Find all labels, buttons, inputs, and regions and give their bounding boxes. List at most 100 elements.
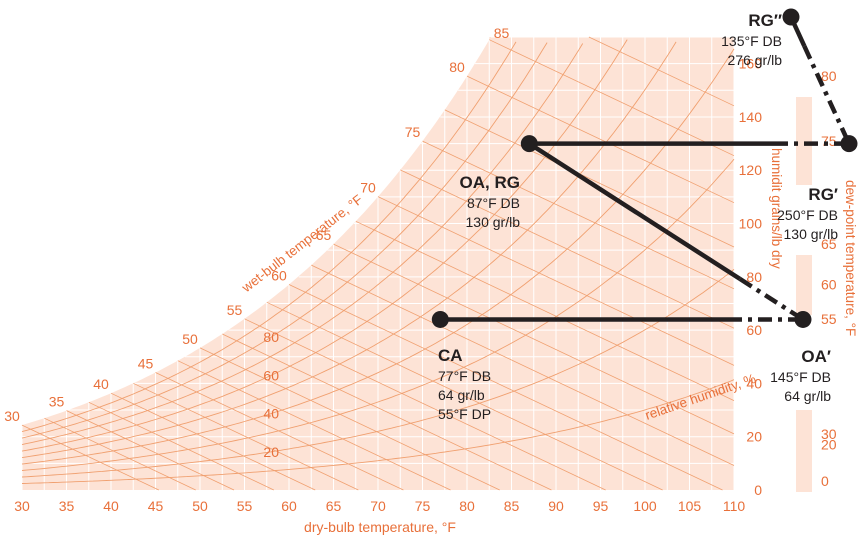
- wet-bulb-tick-label: 70: [360, 180, 376, 196]
- dew-point-tick-label: 75: [821, 133, 837, 149]
- wet-bulb-line: [244, 318, 606, 491]
- rh-curve: [21, 158, 735, 471]
- wet-bulb-line: [333, 243, 735, 435]
- state-point-value: 276 gr/lb: [728, 52, 783, 68]
- process-paths: [440, 16, 852, 322]
- wet-bulb-line: [311, 264, 735, 466]
- wet-bulb-line: [199, 347, 500, 491]
- x-tick-label: 85: [504, 498, 520, 514]
- dew-point-tick-label: 0: [821, 473, 829, 489]
- humidity-tick-label: 140: [739, 109, 763, 125]
- state-point-name: RG′: [808, 185, 838, 204]
- state-point-value: 64 gr/lb: [784, 388, 831, 404]
- state-point-marker: [520, 135, 538, 153]
- x-tick-label: 60: [281, 498, 297, 514]
- dew-point-tick-label: 30: [821, 426, 837, 442]
- dew-point-tick-label: 55: [821, 311, 837, 327]
- wet-bulb-line: [444, 109, 735, 248]
- state-point-value: 77°F DB: [438, 368, 491, 384]
- x-axis-ticks: 30 35 40 45 50 55 60 65 70 75 80 85 90 95 100 105 110: [14, 498, 745, 514]
- process-path-dashed: [738, 277, 805, 322]
- wet-bulb-tick-label: 60: [271, 268, 287, 284]
- humidity-tick-label: 80: [746, 269, 762, 285]
- x-tick-label: 40: [103, 498, 119, 514]
- humidity-ratio-ticks: 0 20 40 60 80 100 120 140 160: [739, 56, 763, 498]
- rh-curve: [21, 41, 677, 459]
- wet-bulb-tick-label: 50: [182, 331, 198, 347]
- state-point-value: 130 gr/lb: [784, 226, 839, 242]
- rh-tick-label: 20: [263, 444, 279, 460]
- state-point-name: RG″: [748, 11, 782, 30]
- rh-tick-label: 40: [263, 406, 279, 422]
- state-points: CA 77°F DB 64 gr/lb 55°F DP OA, RG 87°F DB 130…: [431, 8, 858, 422]
- wet-bulb-line: [355, 220, 735, 401]
- wet-bulb-line: [44, 417, 196, 491]
- humidity-tick-label: 0: [754, 482, 762, 498]
- state-point-marker: [840, 135, 858, 153]
- x-tick-label: 65: [326, 498, 342, 514]
- wet-bulb-ticks: 30 35 40 45 50 55 60 65 70 75 80 85: [4, 25, 509, 424]
- wet-bulb-lines: [21, 36, 735, 491]
- x-tick-label: 80: [459, 498, 475, 514]
- wet-bulb-tick-label: 45: [138, 356, 154, 372]
- wet-bulb-tick-label: 80: [449, 59, 465, 75]
- wet-bulb-tick-label: 35: [49, 394, 65, 410]
- dew-point-tick-label: 65: [821, 236, 837, 252]
- state-point-marker: [431, 310, 449, 328]
- x-tick-label: 55: [237, 498, 253, 514]
- rh-curve: [21, 43, 584, 446]
- dew-point-strip: [796, 410, 812, 492]
- rh-curve: [21, 42, 548, 439]
- wet-bulb-line: [266, 301, 663, 491]
- state-point-name: OA′: [801, 347, 831, 366]
- wet-bulb-tick-label: 65: [316, 227, 332, 243]
- x-tick-label: 50: [192, 498, 208, 514]
- wet-bulb-line: [133, 382, 359, 491]
- x-tick-label: 110: [723, 498, 746, 514]
- state-point-value: 55°F DP: [438, 406, 491, 422]
- rh-tick-label: 60: [263, 367, 279, 383]
- wet-bulb-line: [466, 75, 735, 204]
- x-axis-label: dry-bulb temperature, °F: [304, 519, 456, 535]
- wet-bulb-tick-label: 55: [227, 302, 243, 318]
- wet-bulb-line: [66, 410, 235, 491]
- state-point-name: CA: [438, 346, 463, 365]
- state-point-value: 250°F DB: [777, 207, 838, 223]
- state-point-name: OA, RG: [460, 173, 520, 192]
- dew-point-tick-label: 20: [821, 437, 837, 453]
- x-tick-label: 30: [14, 498, 30, 514]
- state-point-value: 87°F DB: [467, 195, 520, 211]
- wet-bulb-line: [588, 36, 735, 107]
- wet-bulb-line: [21, 424, 159, 491]
- wet-bulb-tick-label: 30: [4, 408, 20, 424]
- wet-bulb-tick-label: 75: [405, 124, 421, 140]
- rh-curve: [21, 379, 735, 484]
- humidity-ratio-axis-label: humidit grains/lb dry: [769, 148, 784, 269]
- x-tick-label: 45: [148, 498, 164, 514]
- dew-point-axis-label: dew-point temperature, °F: [843, 180, 858, 336]
- state-point-value: 145°F DB: [770, 369, 831, 385]
- process-path-solid: [528, 141, 742, 281]
- wet-bulb-line: [400, 169, 735, 329]
- wet-bulb-tick-label: 40: [93, 376, 109, 392]
- humidity-tick-label: 20: [746, 429, 762, 445]
- x-tick-label: 105: [678, 498, 702, 514]
- rh-curve: [21, 39, 628, 452]
- humidity-tick-label: 160: [739, 56, 763, 72]
- humidity-tick-label: 40: [746, 375, 762, 391]
- rh-tick-label: 80: [263, 329, 279, 345]
- x-tick-label: 35: [59, 498, 75, 514]
- dew-point-strip: [796, 255, 812, 315]
- process-path-dashed: [802, 45, 852, 145]
- dew-point-tick-label: 60: [821, 277, 837, 293]
- x-tick-label: 100: [633, 498, 657, 514]
- wet-bulb-line: [155, 372, 404, 491]
- state-point-marker: [794, 310, 812, 328]
- x-tick-label: 75: [415, 498, 431, 514]
- dew-point-tick-label: 80: [821, 68, 837, 84]
- rh-curve: [21, 269, 735, 478]
- rh-curve: [21, 41, 517, 433]
- state-point-value: 135°F DB: [721, 33, 782, 49]
- humidity-tick-label: 120: [739, 162, 763, 178]
